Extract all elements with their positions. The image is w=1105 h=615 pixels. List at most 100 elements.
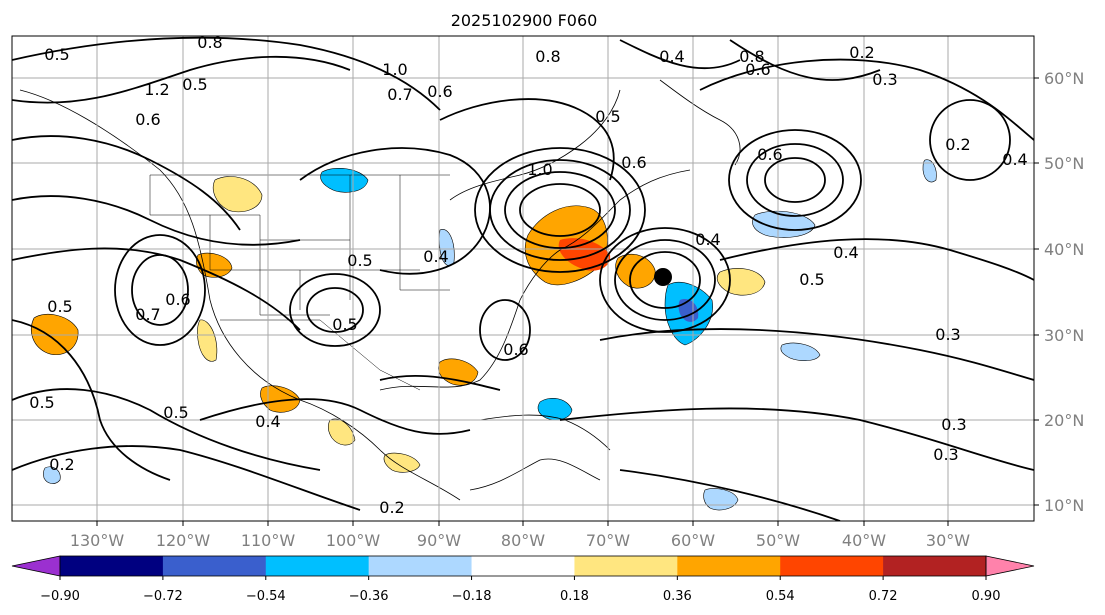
colorbar-segment <box>368 556 473 576</box>
positive-anomaly-region <box>615 254 656 289</box>
positive-anomaly-region <box>558 238 611 271</box>
contour-label: 0.5 <box>347 251 372 270</box>
contour-label: 0.6 <box>745 60 770 79</box>
colorbar-segment <box>162 556 267 576</box>
contour-label: 0.2 <box>379 498 404 517</box>
contour-label: 0.6 <box>427 82 452 101</box>
positive-anomaly-region <box>383 452 421 473</box>
positive-anomaly-region <box>327 418 356 446</box>
contour-label: 0.6 <box>135 110 160 129</box>
contour-label: 0.5 <box>182 75 207 94</box>
contour-label: 0.5 <box>332 315 357 334</box>
negative-anomaly-region <box>922 159 937 183</box>
lon-tick-label: 30°W <box>926 531 970 550</box>
contour-label: 0.5 <box>799 270 824 289</box>
contour-label: 0.4 <box>833 243 858 262</box>
colorbar-tick-label: −0.54 <box>246 589 286 604</box>
contour-label: 0.5 <box>163 403 188 422</box>
contour-label-group: 0.50.81.21.00.7 0.60.50.8 0.4 0.80.60.20.30… <box>29 33 1027 517</box>
colorbar-tick-label: 0.72 <box>869 589 898 604</box>
lon-tick-label: 50°W <box>756 531 800 550</box>
contour-label: 0.2 <box>849 43 874 62</box>
colorbar-tick-label: −0.18 <box>452 589 492 604</box>
contour-lines <box>12 36 1034 521</box>
positive-anomaly-region <box>260 385 301 413</box>
colorbar-tick-label: −0.90 <box>40 589 80 604</box>
contour-label: 0.8 <box>739 47 764 66</box>
contour-label: 0.5 <box>47 297 72 316</box>
lat-tick-label: 20°N <box>1044 411 1084 430</box>
negative-anomaly-region <box>752 210 816 238</box>
map-panel: 0.50.81.21.00.7 0.60.50.8 0.4 0.80.60.20.30… <box>11 33 1035 522</box>
lon-tick-label: 40°W <box>842 531 886 550</box>
longitude-axis: 130°W 120°W 110°W 100°W 90°W 80°W 70°W 60°W 50°W… <box>70 521 970 550</box>
colorbar-tick-label: −0.36 <box>349 589 389 604</box>
contour-label: 0.4 <box>255 412 280 431</box>
negative-anomaly-region <box>320 167 369 193</box>
colorbar-tick-label: 0.90 <box>972 589 1001 604</box>
lon-tick-label: 80°W <box>501 531 545 550</box>
lon-tick-label: 70°W <box>586 531 630 550</box>
contour-label: 0.6 <box>621 153 646 172</box>
colorbar: −0.90 −0.72 −0.54 −0.36 −0.18 0.18 0.36 0.54 0.7… <box>11 555 1035 604</box>
contour-label: 0.3 <box>941 415 966 434</box>
contour-label: 0.5 <box>44 45 69 64</box>
lat-tick-label: 10°N <box>1044 496 1084 515</box>
colorbar-segment <box>780 556 884 576</box>
colorbar-segment <box>677 556 781 576</box>
contour-label: 0.8 <box>535 47 560 66</box>
positive-anomaly-region <box>212 176 263 213</box>
lat-tick-label: 30°N <box>1044 326 1084 345</box>
contour-label: 1.0 <box>382 60 407 79</box>
contour-label: 0.4 <box>695 230 720 249</box>
lon-tick-label: 60°W <box>671 531 715 550</box>
contour-label: 0.7 <box>387 85 412 104</box>
lon-tick-label: 110°W <box>241 531 296 550</box>
lon-tick-label: 100°W <box>326 531 381 550</box>
lon-tick-label: 130°W <box>70 531 125 550</box>
negative-anomaly-region <box>780 342 821 361</box>
contour-label: 0.5 <box>595 107 620 126</box>
colorbar-under-arrow <box>11 555 61 577</box>
contour-label: 0.6 <box>757 145 782 164</box>
positive-anomaly-region <box>197 319 218 362</box>
contour-label: 0.7 <box>135 305 160 324</box>
contour-label: 0.3 <box>935 325 960 344</box>
contour-label: 1.0 <box>527 160 552 179</box>
contour-label: 0.4 <box>659 47 684 66</box>
contour-label: 0.3 <box>933 445 958 464</box>
lat-tick-label: 40°N <box>1044 240 1084 259</box>
contour-label: 0.3 <box>872 70 897 89</box>
colorbar-segment <box>883 556 987 576</box>
colorbar-over-arrow <box>985 555 1035 577</box>
colorbar-segment <box>265 556 370 576</box>
state-borders <box>149 174 450 391</box>
contour-label: 0.5 <box>29 393 54 412</box>
lat-tick-label: 50°N <box>1044 154 1084 173</box>
lat-tick-label: 60°N <box>1044 69 1084 88</box>
contour-label: 0.2 <box>49 455 74 474</box>
contour-label: 0.6 <box>503 340 528 359</box>
lon-tick-label: 120°W <box>156 531 211 550</box>
contour-label: 0.4 <box>1002 150 1027 169</box>
colorbar-segment <box>60 556 164 576</box>
contour-label: 0.2 <box>945 135 970 154</box>
latitude-axis: 60°N 50°N 40°N 30°N 20°N 10°N <box>1034 69 1084 515</box>
contour-label: 0.8 <box>197 33 222 52</box>
graticule <box>12 36 1034 521</box>
coastlines <box>19 79 741 501</box>
colorbar-tick-label: −0.72 <box>143 589 183 604</box>
colorbar-outline <box>59 555 987 577</box>
contour-label: 1.2 <box>144 80 169 99</box>
colorbar-segment <box>471 556 575 576</box>
lon-tick-label: 90°W <box>417 531 461 550</box>
colorbar-segment <box>574 556 678 576</box>
colorbar-tick-label: 0.54 <box>766 589 795 604</box>
contour-label: 0.6 <box>165 290 190 309</box>
contour-label: 0.4 <box>423 247 448 266</box>
colorbar-tick-label: 0.18 <box>560 589 589 604</box>
map-title: 2025102900 F060 <box>451 11 598 30</box>
negative-anomaly-region <box>43 466 61 484</box>
colorbar-tick-label: 0.36 <box>663 589 692 604</box>
